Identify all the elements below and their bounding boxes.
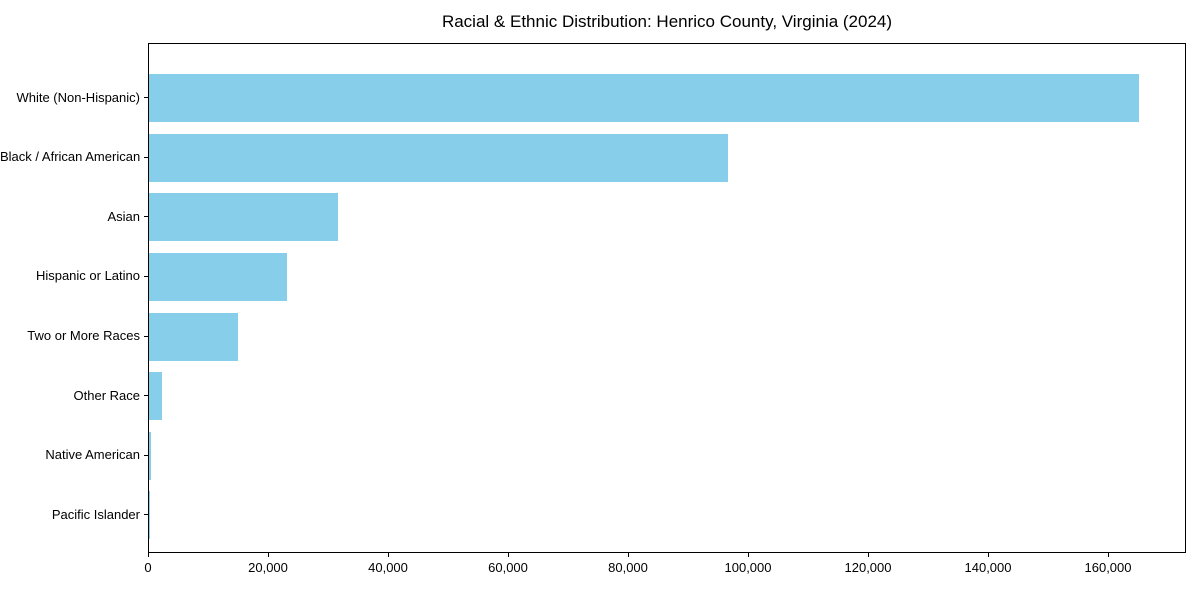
category-label: Native American: [45, 447, 140, 463]
bar: [149, 491, 150, 540]
x-tick-label: 60,000: [488, 560, 528, 575]
category-label: Hispanic or Latino: [35, 268, 140, 284]
x-tick-mark: [1108, 553, 1109, 557]
bar: [149, 252, 287, 301]
chart-title: Racial & Ethnic Distribution: Henrico Co…: [441, 12, 893, 31]
bar: [149, 372, 162, 421]
bar: [149, 431, 152, 480]
x-tick-label: 160,000: [1084, 560, 1132, 575]
y-tick-mark: [144, 514, 148, 516]
y-tick-mark: [144, 275, 148, 277]
bar: [149, 74, 1139, 122]
x-tick-mark: [748, 553, 749, 557]
x-tick-label: 140,000: [964, 560, 1012, 575]
x-tick-label: 20,000: [248, 560, 288, 575]
x-tick-label: 0: [144, 560, 152, 575]
y-tick-mark: [144, 395, 148, 397]
bar: [149, 193, 338, 242]
x-tick-label: 100,000: [724, 560, 772, 575]
x-tick-mark: [508, 553, 509, 557]
y-tick-mark: [144, 156, 148, 158]
plot-area: [148, 43, 1186, 553]
y-tick-mark: [144, 335, 148, 337]
bar: [149, 133, 728, 182]
y-tick-mark: [144, 97, 148, 98]
x-tick-mark: [628, 553, 629, 557]
category-label: Black / African American: [0, 149, 141, 165]
category-label: White (Non-Hispanic): [16, 89, 140, 105]
x-tick-label: 40,000: [368, 560, 408, 575]
category-label: Other Race: [73, 387, 140, 403]
y-tick-mark: [144, 454, 148, 456]
y-tick-mark: [144, 216, 148, 218]
x-tick-mark: [268, 553, 269, 557]
x-tick-mark: [868, 553, 869, 557]
x-tick-mark: [388, 553, 389, 557]
category-label: Asian: [107, 208, 140, 224]
x-tick-label: 80,000: [608, 560, 648, 575]
x-tick-mark: [988, 553, 989, 557]
x-tick-mark: [148, 553, 149, 557]
category-label: Pacific Islander: [51, 506, 140, 522]
bar: [149, 312, 238, 361]
category-label: Two or More Races: [27, 328, 140, 344]
x-tick-label: 120,000: [844, 560, 892, 575]
